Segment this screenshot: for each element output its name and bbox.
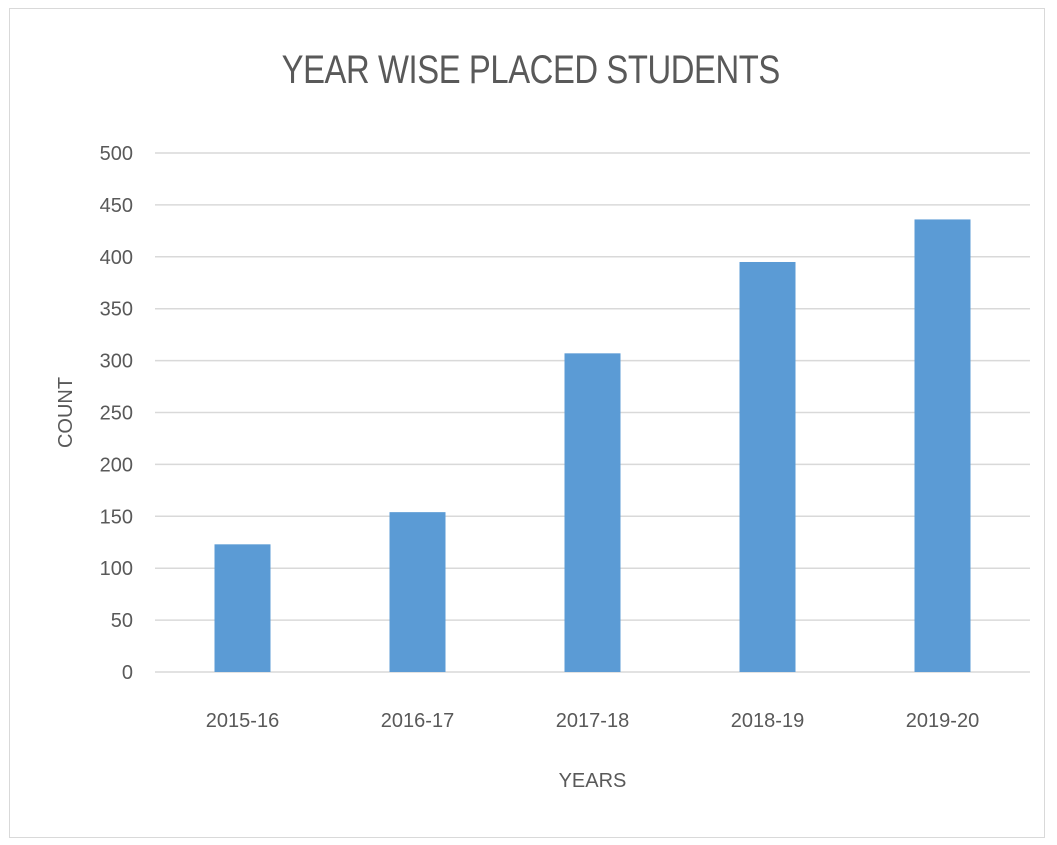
x-axis-title: YEARS [559, 770, 627, 792]
y-axis-ticks: 0 50 100 150 200 250 300 350 400 450 500 [100, 143, 133, 684]
y-tick-label: 250 [100, 403, 133, 425]
chart-frame [9, 8, 1045, 838]
bar-2017-18 [564, 353, 621, 672]
x-tick-label: 2019-20 [906, 710, 979, 732]
bar-2018-19 [739, 261, 796, 672]
y-tick-label: 0 [122, 662, 133, 684]
x-axis-ticks: 2015-16 2016-17 2017-18 2018-19 2019-20 [206, 710, 979, 732]
y-tick-label: 450 [100, 195, 133, 217]
bars [214, 219, 971, 672]
bar-2019-20 [914, 219, 971, 672]
bar-2015-16 [214, 544, 271, 672]
x-tick-label: 2017-18 [556, 710, 629, 732]
y-tick-label: 500 [100, 143, 133, 165]
y-tick-label: 100 [100, 558, 133, 580]
x-tick-label: 2016-17 [381, 710, 454, 732]
x-tick-label: 2018-19 [731, 710, 804, 732]
y-tick-label: 200 [100, 454, 133, 476]
y-axis-title: COUNT [55, 377, 77, 448]
y-tick-label: 150 [100, 506, 133, 528]
x-tick-label: 2015-16 [206, 710, 279, 732]
y-tick-label: 350 [100, 299, 133, 321]
chart-title: YEAR WISE PLACED STUDENTS [281, 48, 781, 92]
bar-2016-17 [389, 512, 446, 672]
y-tick-label: 300 [100, 351, 133, 373]
y-tick-label: 50 [111, 610, 133, 632]
y-tick-label: 400 [100, 247, 133, 269]
